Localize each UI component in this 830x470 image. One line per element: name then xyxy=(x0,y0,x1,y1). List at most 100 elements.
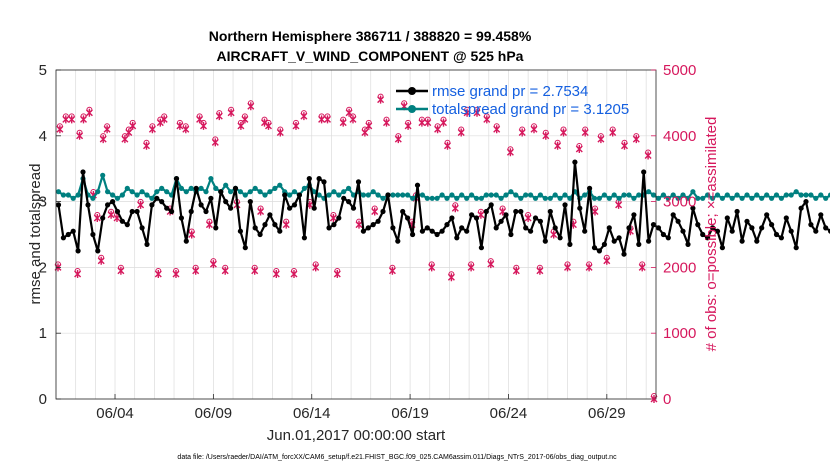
obs-point xyxy=(227,106,235,117)
totalspread-series xyxy=(55,172,830,201)
rmse-point xyxy=(355,179,362,185)
totalspread-point xyxy=(291,189,298,195)
totalspread-point xyxy=(552,192,558,198)
totalspread-point xyxy=(670,192,676,198)
obs-point xyxy=(404,119,412,130)
totalspread-point xyxy=(596,195,603,201)
totalspread-point xyxy=(675,195,681,201)
obs-assimilated-marker xyxy=(99,135,107,144)
obs-assimilated-marker xyxy=(227,108,235,117)
obs-point xyxy=(440,116,447,127)
obs-assimilated-marker xyxy=(349,115,357,124)
totalspread-point xyxy=(119,192,125,198)
totalspread-point xyxy=(129,189,135,195)
obs-assimilated-marker xyxy=(473,108,481,117)
obs-assimilated-marker xyxy=(463,108,471,117)
rmse-point xyxy=(596,248,603,254)
rmse-point xyxy=(793,245,799,251)
obs-point xyxy=(272,268,280,278)
obs-point xyxy=(575,143,583,153)
totalspread-point xyxy=(267,189,273,195)
totalspread-point xyxy=(513,192,519,198)
obs-assimilated-marker xyxy=(97,256,105,265)
obs-point xyxy=(554,139,562,150)
obs-assimilated-marker xyxy=(444,141,451,150)
x-tick-label: 06/19 xyxy=(391,405,429,422)
totalspread-point xyxy=(734,192,740,198)
totalspread-point xyxy=(793,189,799,195)
y-axis-left: 0 1 2 3 4 5 xyxy=(39,62,61,408)
totalspread-point xyxy=(503,192,509,198)
totalspread-point xyxy=(498,195,504,201)
obs-point xyxy=(434,123,442,134)
obs-point xyxy=(603,254,611,265)
rmse-point xyxy=(203,208,209,215)
obs-point xyxy=(125,126,133,137)
obs-point xyxy=(121,133,129,144)
rmse-point xyxy=(80,169,86,175)
rmse-point xyxy=(611,238,617,244)
rmse-point xyxy=(552,225,558,231)
obs-assimilated-marker xyxy=(560,128,567,137)
totalspread-point xyxy=(134,192,140,198)
totalspread-point xyxy=(773,192,780,198)
rmse-point xyxy=(223,199,229,205)
rmse-point xyxy=(410,231,416,238)
rmse-point xyxy=(55,202,62,208)
obs-point xyxy=(444,139,451,150)
obs-assimilated-marker xyxy=(68,115,76,124)
x-tick-label: 06/29 xyxy=(588,405,626,422)
rmse-point xyxy=(547,208,553,215)
rmse-point xyxy=(100,215,106,221)
totalspread-point xyxy=(606,195,612,201)
rmse-point xyxy=(439,228,445,234)
obs-assimilated-marker xyxy=(451,204,459,213)
totalspread-point xyxy=(710,195,716,201)
rmse-point xyxy=(424,225,430,231)
obs-assimilated-marker xyxy=(211,138,219,147)
totalspread-point xyxy=(685,195,691,201)
obs-assimilated-marker xyxy=(644,151,652,160)
obs-point xyxy=(487,258,495,269)
rmse-point xyxy=(237,228,243,234)
obs-point xyxy=(597,133,605,144)
obs-point xyxy=(200,119,207,130)
rmse-point xyxy=(385,192,391,198)
obs-assimilated-marker xyxy=(371,207,379,216)
obs-point xyxy=(117,264,125,275)
rmse-point xyxy=(572,159,578,165)
totalspread-point xyxy=(237,189,243,195)
rmse-point xyxy=(144,241,150,247)
obs-assimilated-marker xyxy=(312,263,320,272)
obs-point xyxy=(188,228,196,239)
rmse-point xyxy=(124,222,130,228)
obs-point xyxy=(457,126,465,137)
rmse-series xyxy=(55,159,830,257)
totalspread-point xyxy=(124,185,130,191)
rmse-point xyxy=(242,245,248,251)
obs-point xyxy=(192,264,200,275)
totalspread-point xyxy=(188,185,194,191)
rmse-point xyxy=(498,218,504,224)
rmse-point xyxy=(537,218,544,224)
obs-assimilated-marker xyxy=(575,145,583,153)
rmse-point xyxy=(528,228,534,234)
rmse-point xyxy=(272,222,278,228)
totalspread-point xyxy=(690,189,696,195)
obs-point xyxy=(237,119,245,130)
y-left-tick-label: 4 xyxy=(39,128,47,145)
rmse-point xyxy=(483,208,489,215)
totalspread-point xyxy=(198,185,204,191)
obs-point xyxy=(300,110,308,121)
obs-assimilated-marker xyxy=(265,121,272,130)
rmse-point xyxy=(164,205,170,211)
obs-point xyxy=(56,123,64,134)
rmse-point xyxy=(591,245,598,251)
totalspread-point xyxy=(528,192,534,198)
obs-assimilated-marker xyxy=(209,260,217,269)
totalspread-point xyxy=(242,192,248,198)
obs-assimilated-marker xyxy=(160,115,168,124)
obs-point xyxy=(156,116,164,127)
obs-assimilated-marker xyxy=(581,128,589,137)
obs-point xyxy=(536,264,544,275)
